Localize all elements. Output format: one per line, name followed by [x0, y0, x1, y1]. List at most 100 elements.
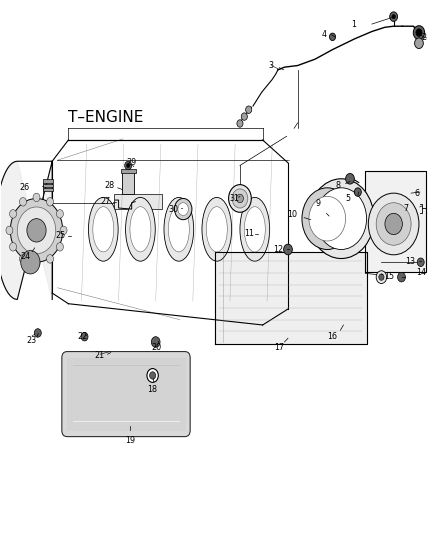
Text: 7: 7 [403, 204, 408, 213]
Circle shape [417, 258, 424, 266]
Circle shape [237, 120, 243, 127]
Text: 26: 26 [20, 183, 30, 192]
Circle shape [81, 333, 88, 341]
Text: 24: 24 [20, 253, 30, 261]
Circle shape [316, 188, 367, 249]
Polygon shape [215, 252, 367, 344]
Bar [121, 168, 136, 173]
Ellipse shape [206, 207, 227, 252]
Text: 14: 14 [416, 269, 426, 277]
Circle shape [376, 203, 411, 245]
Text: 1: 1 [351, 20, 356, 29]
Bar [122, 172, 134, 194]
Circle shape [284, 244, 292, 255]
Text: 13: 13 [405, 257, 415, 265]
Text: 12: 12 [273, 245, 283, 254]
Ellipse shape [130, 207, 151, 252]
Text: 25: 25 [55, 231, 65, 240]
Circle shape [125, 161, 132, 169]
Circle shape [10, 243, 17, 251]
Circle shape [6, 226, 13, 235]
Circle shape [376, 271, 387, 284]
Circle shape [385, 213, 403, 235]
Ellipse shape [88, 197, 118, 261]
Circle shape [34, 329, 41, 337]
Ellipse shape [164, 197, 194, 261]
Text: 9: 9 [315, 199, 320, 208]
Ellipse shape [126, 197, 155, 261]
Text: 5: 5 [346, 194, 351, 203]
Circle shape [150, 372, 155, 379]
Text: 2: 2 [422, 34, 427, 43]
Polygon shape [114, 194, 162, 209]
Bar [43, 183, 53, 187]
Text: 17: 17 [274, 343, 284, 352]
Circle shape [57, 243, 64, 251]
Text: 30: 30 [169, 205, 179, 214]
Circle shape [398, 272, 406, 282]
Circle shape [33, 259, 40, 268]
Circle shape [329, 33, 336, 41]
Text: 15: 15 [384, 272, 394, 280]
Circle shape [354, 188, 361, 196]
FancyBboxPatch shape [62, 352, 190, 437]
Circle shape [19, 198, 26, 206]
Circle shape [19, 255, 26, 263]
Circle shape [346, 173, 354, 184]
Circle shape [415, 38, 424, 49]
Circle shape [57, 209, 64, 218]
Text: 8: 8 [336, 181, 341, 190]
Text: T–ENGINE: T–ENGINE [68, 110, 144, 125]
Circle shape [127, 164, 130, 167]
Bar [43, 179, 53, 182]
Circle shape [21, 251, 40, 274]
Circle shape [46, 198, 53, 206]
Circle shape [237, 194, 244, 203]
Circle shape [178, 203, 188, 215]
Circle shape [416, 29, 422, 36]
Circle shape [379, 274, 384, 280]
Circle shape [308, 179, 374, 259]
Ellipse shape [240, 197, 270, 261]
Ellipse shape [168, 207, 189, 252]
Text: 23: 23 [26, 336, 36, 345]
Circle shape [27, 219, 46, 242]
Text: 22: 22 [78, 332, 88, 341]
Polygon shape [365, 171, 426, 272]
Circle shape [241, 113, 247, 120]
Circle shape [246, 106, 252, 114]
Text: 27: 27 [100, 197, 111, 206]
Polygon shape [0, 161, 52, 300]
Circle shape [60, 226, 67, 235]
Circle shape [309, 196, 346, 241]
Bar [43, 188, 53, 191]
Circle shape [229, 184, 251, 212]
Circle shape [17, 207, 56, 254]
Circle shape [302, 188, 353, 249]
Text: 6: 6 [414, 189, 419, 198]
Text: 4: 4 [321, 30, 326, 39]
Text: 31: 31 [230, 194, 240, 203]
Circle shape [232, 189, 248, 208]
Circle shape [33, 193, 40, 201]
Circle shape [147, 368, 158, 382]
Ellipse shape [202, 197, 232, 261]
Circle shape [174, 198, 192, 220]
Ellipse shape [93, 207, 114, 252]
Text: 11: 11 [244, 229, 254, 238]
Circle shape [392, 14, 396, 19]
Text: 18: 18 [147, 385, 157, 394]
Circle shape [11, 198, 63, 262]
Circle shape [10, 209, 17, 218]
Circle shape [368, 193, 419, 255]
Text: 29: 29 [127, 158, 137, 167]
Circle shape [390, 12, 398, 21]
Polygon shape [67, 358, 185, 430]
Text: 19: 19 [125, 437, 135, 446]
Text: 10: 10 [287, 210, 297, 219]
Text: 28: 28 [105, 181, 115, 190]
Text: 3: 3 [268, 61, 273, 70]
Text: 20: 20 [151, 343, 161, 352]
Ellipse shape [244, 207, 265, 252]
Circle shape [46, 255, 53, 263]
